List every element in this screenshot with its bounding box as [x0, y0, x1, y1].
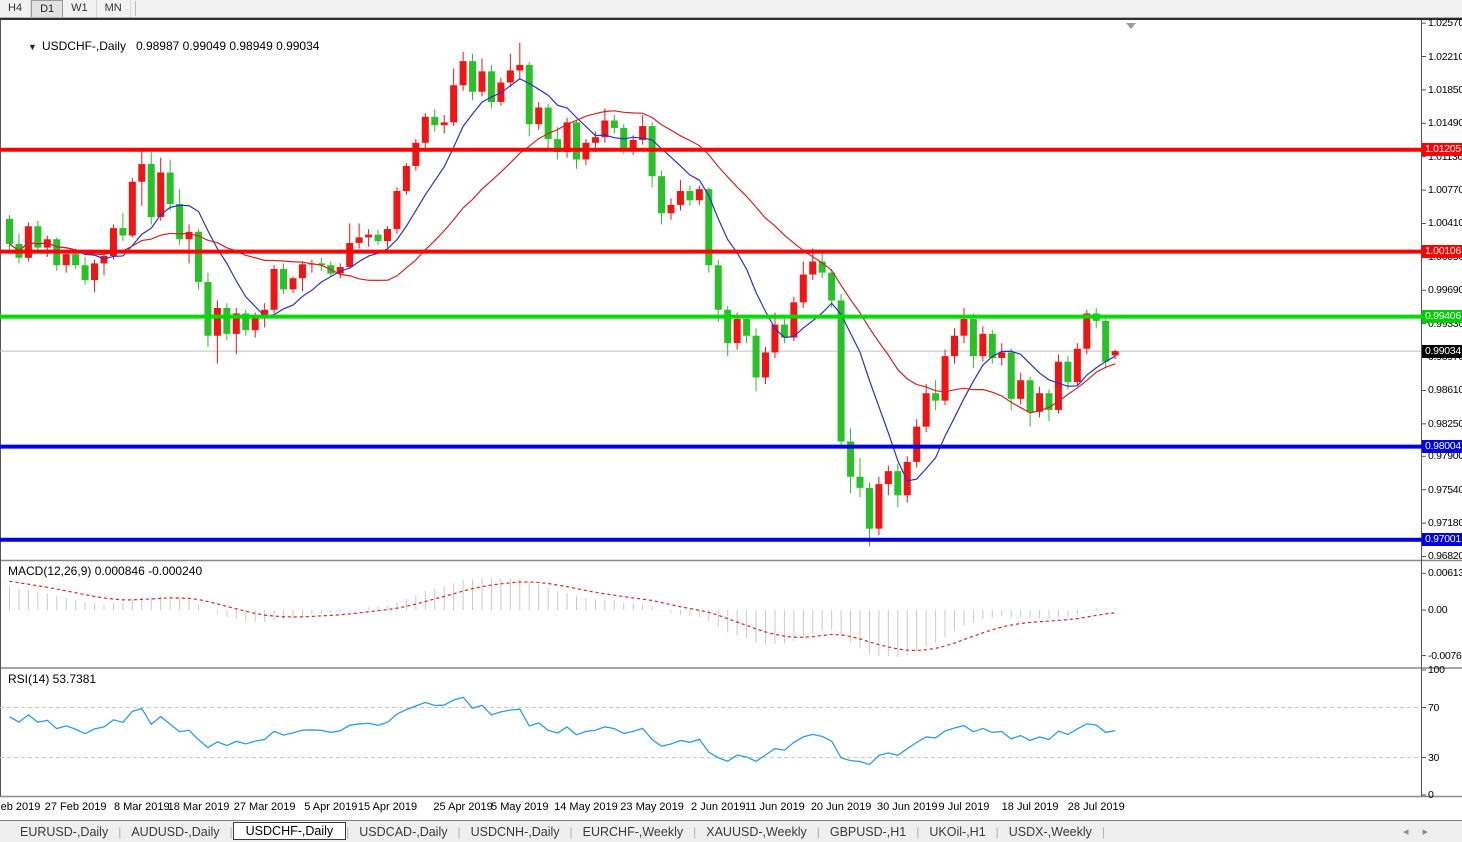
rsi-line [9, 696, 1116, 766]
date-axis-tick-14-may-2019: 14 May 2019 [554, 801, 618, 813]
price-badge-resistance-2: 1.00106 [1422, 245, 1462, 259]
tab-separator: | [995, 824, 999, 839]
date-axis-tick-15-apr-2019: 15 Apr 2019 [357, 801, 418, 813]
tab-audusd-daily[interactable]: AUDUSD-,Daily [131, 824, 220, 839]
date-axis-tick-20-jun-2019: 20 Jun 2019 [810, 801, 872, 813]
horizontal-line-objects [0, 147, 1462, 542]
date-axis-tick-28-jul-2019: 28 Jul 2019 [1067, 801, 1125, 813]
toolbar-separator [134, 1, 136, 16]
rsi-axis-tick-30: 30 [1428, 751, 1440, 764]
date-axis-tick-5-may-2019: 5 May 2019 [491, 801, 549, 813]
date-axis-tick-27-feb-2019: 27 Feb 2019 [44, 801, 107, 813]
chart-area: ▼ USDCHF-,Daily 0.98987 0.99049 0.98949 0.… [0, 17, 1462, 820]
macd-axis-tick-0-00613: 0.00613 [1428, 567, 1462, 580]
symbol-dropdown-icon[interactable]: ▼ [28, 42, 37, 52]
chart-canvas[interactable] [0, 18, 1462, 820]
timeframe-button-w1[interactable]: W1 [63, 0, 97, 17]
date-axis-tick-30-jun-2019: 30 Jun 2019 [876, 801, 938, 813]
rsi-indicator-label: RSI(14) 53.7381 [8, 672, 97, 686]
chart-title: ▼ USDCHF-,Daily 0.98987 0.99049 0.98949 0.… [8, 25, 319, 67]
price-badge-pivot: 0.99406 [1422, 310, 1462, 324]
price-axis-tick-098610: 0.98610 [1428, 384, 1462, 397]
macd-axis-tick-0-007612: -0.007612 [1428, 649, 1462, 662]
tab-ukoil-h1[interactable]: UKOil-,H1 [929, 824, 986, 839]
tab-scroll-left-icon[interactable]: ◂ [1402, 826, 1423, 838]
chart-tab-bar: EURUSD-,Daily | AUDUSD-,Daily | USDCHF-,Dail… [0, 820, 1462, 842]
ohlc-readout: 0.98987 0.99049 0.98949 0.99034 [135, 39, 320, 53]
candles [6, 42, 1119, 547]
price-badge-current-price: 0.99034 [1422, 344, 1462, 358]
price-badge-support-1: 0.98004 [1422, 440, 1462, 454]
date-axis-tick-5-apr-2019: 5 Apr 2019 [304, 801, 358, 813]
macd-pane [9, 577, 1116, 657]
price-axis-tick-097900: 0.97900 [1428, 450, 1462, 463]
price-axis-tick-098250: 0.98250 [1428, 417, 1462, 430]
rsi-pane [0, 696, 1421, 766]
tab-separator: | [569, 824, 573, 839]
tab-separator: | [693, 824, 697, 839]
timeframe-button-mn[interactable]: MN [97, 0, 131, 17]
price-axis-tick-100770: 1.00770 [1428, 184, 1462, 197]
timeframe-toolbar: H4 D1 W1 MN [0, 0, 1462, 18]
date-axis-tick-27-mar-2019: 27 Mar 2019 [233, 801, 296, 813]
rsi-axis-tick-100: 100 [1428, 664, 1445, 676]
tab-xauusd-weekly[interactable]: XAUUSD-,Weekly [706, 824, 807, 839]
macd-signal-line [9, 580, 1116, 652]
date-axis-tick-9-jul-2019: 9 Jul 2019 [938, 801, 990, 813]
rsi-axis-tick-70: 70 [1428, 701, 1440, 714]
tab-separator: | [346, 824, 350, 839]
date-axis-tick-25-apr-2019: 25 Apr 2019 [433, 801, 493, 813]
tab-usdx-weekly[interactable]: USDX-,Weekly [1008, 824, 1092, 839]
price-axis-tick-097540: 0.97540 [1428, 483, 1462, 496]
price-axis-tick-102570: 1.02570 [1428, 17, 1462, 30]
date-axis-tick-8-mar-2019: 8 Mar 2019 [113, 801, 170, 813]
timeframe-button-d1[interactable]: D1 [31, 0, 64, 17]
tab-separator: | [1101, 824, 1106, 839]
tab-eurchf-weekly[interactable]: EURCHF-,Weekly [582, 824, 684, 839]
date-axis-tick-2-jun-2019: 2 Jun 2019 [691, 801, 746, 813]
date-axis-tick-23-may-2019: 23 May 2019 [620, 801, 684, 813]
price-axis-tick-102210: 1.02210 [1428, 50, 1462, 63]
date-axis-tick-11-jun-2019: 11 Jun 2019 [745, 801, 805, 813]
price-axis-tick-099690: 0.99690 [1428, 284, 1462, 297]
ma-slow-red [9, 110, 1116, 414]
macd-indicator-label: MACD(12,26,9) 0.000846 -0.000240 [8, 564, 203, 578]
date-axis-tick-18-feb-2019: 18 Feb 2019 [0, 801, 41, 813]
price-axis-tick-097180: 0.97180 [1428, 517, 1462, 530]
chart-shift-marker-icon[interactable] [1126, 23, 1136, 29]
timeframe-button-h4[interactable]: H4 [0, 0, 32, 17]
price-axis-tick-101850: 1.01850 [1428, 83, 1462, 96]
price-axis-tick-100410: 1.00410 [1428, 217, 1462, 230]
price-axis-tick-096820: 0.96820 [1428, 550, 1462, 563]
symbol-period-label: USDCHF-,Daily [41, 39, 126, 53]
tab-scroll-arrows[interactable]: ◂▸ [1403, 825, 1442, 838]
tab-separator: | [229, 824, 233, 839]
ma-fast-blue [9, 77, 1116, 482]
price-axis-tick-101490: 1.01490 [1428, 117, 1462, 130]
pane-borders [0, 18, 1462, 798]
macd-axis-tick-0-00: 0.00 [1428, 604, 1448, 617]
price-badge-support-2: 0.97001 [1422, 533, 1462, 547]
tab-usdcad-daily[interactable]: USDCAD-,Daily [359, 824, 448, 839]
rsi-axis-tick-0: 0 [1428, 789, 1434, 801]
tab-gbpusd-h1[interactable]: GBPUSD-,H1 [829, 824, 907, 839]
date-axis-tick-18-jul-2019: 18 Jul 2019 [1001, 801, 1059, 813]
tab-scroll-right-icon[interactable]: ▸ [1422, 826, 1442, 838]
tab-usdcnh-daily[interactable]: USDCNH-,Daily [470, 824, 560, 839]
tab-usdchf-daily[interactable]: USDCHF-,Daily [232, 821, 347, 840]
price-badge-resistance-1: 1.01205 [1422, 143, 1462, 157]
tab-separator: | [816, 824, 820, 839]
tab-separator: | [118, 824, 122, 839]
tab-eurusd-daily[interactable]: EURUSD-,Daily [20, 824, 109, 839]
tab-separator: | [916, 824, 920, 839]
tab-separator: | [457, 824, 461, 839]
date-axis-tick-18-mar-2019: 18 Mar 2019 [167, 801, 230, 813]
